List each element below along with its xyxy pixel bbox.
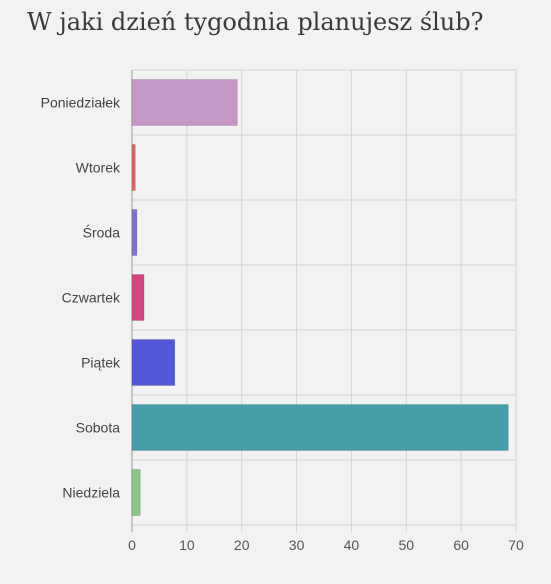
category-label: Czwartek <box>62 290 121 306</box>
x-tick-label: 50 <box>398 537 414 553</box>
x-tick-label: 10 <box>179 537 195 553</box>
category-label: Niedziela <box>62 485 120 501</box>
category-label: Wtorek <box>76 160 121 176</box>
x-tick-label: 0 <box>128 537 136 553</box>
chart-title: W jaki dzień tygodnia planujesz ślub? <box>27 8 484 36</box>
x-tick-label: 60 <box>453 537 469 553</box>
bar-poniedziałek <box>131 79 238 126</box>
category-label: Środa <box>83 224 121 241</box>
x-tick-label: 70 <box>508 537 524 553</box>
bar-wtorek <box>131 144 136 191</box>
bar-niedziela <box>131 469 141 516</box>
category-label: Poniedziałek <box>41 95 121 111</box>
bar-piątek <box>131 339 176 386</box>
x-tick-label: 40 <box>344 537 360 553</box>
category-label: Sobota <box>76 420 121 436</box>
x-tick-label: 20 <box>234 537 250 553</box>
category-label: Piątek <box>81 355 121 371</box>
bar-czwartek <box>131 274 145 321</box>
bar-środa <box>131 209 138 256</box>
x-tick-label: 30 <box>289 537 305 553</box>
bar-sobota <box>131 404 509 451</box>
